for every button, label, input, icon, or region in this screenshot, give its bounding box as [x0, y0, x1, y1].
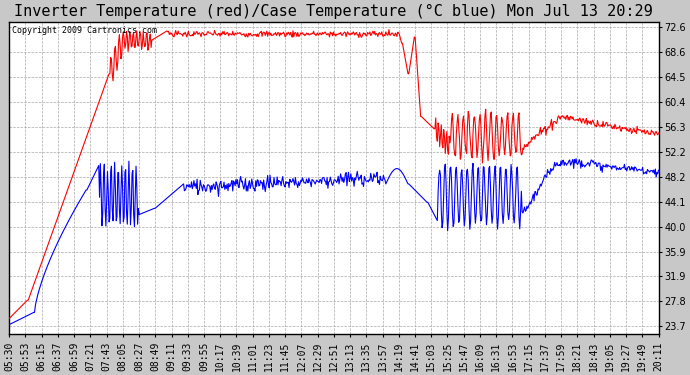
Text: Copyright 2009 Cartronics.com: Copyright 2009 Cartronics.com: [12, 26, 157, 35]
Title: Inverter Temperature (red)/Case Temperature (°C blue) Mon Jul 13 20:29: Inverter Temperature (red)/Case Temperat…: [14, 4, 653, 19]
